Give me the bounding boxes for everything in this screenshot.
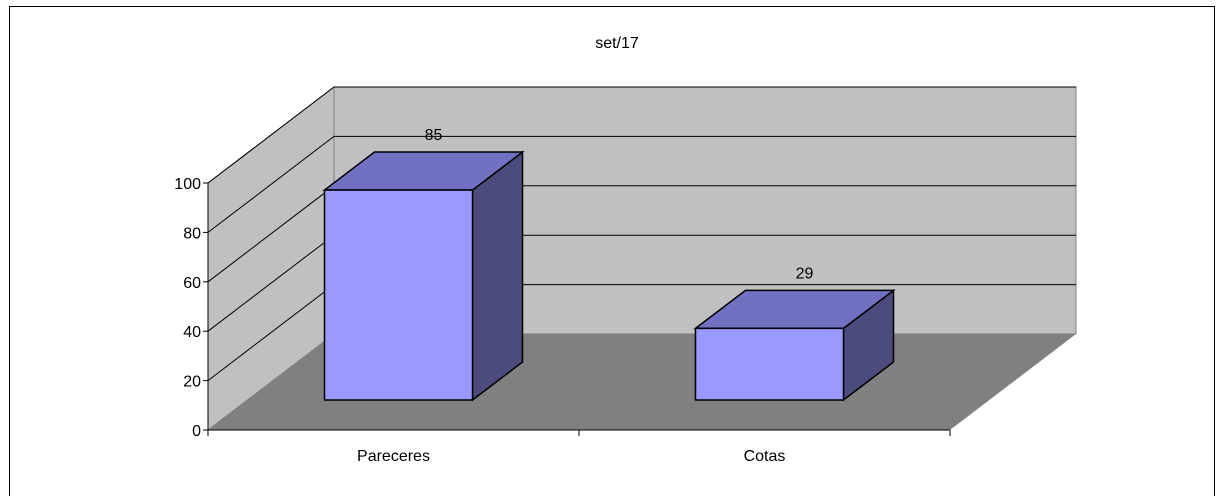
gridline: [207, 86, 1076, 184]
bar-cotas: [693, 288, 896, 402]
y-tick-label: 60: [183, 275, 201, 292]
y-tick-label: 0: [192, 423, 201, 440]
y-tick-label: 80: [183, 225, 201, 242]
y-tick-label: 20: [183, 374, 201, 391]
chart-title: set/17: [595, 35, 639, 52]
bar-front: [694, 327, 845, 401]
x-tick-label: Cotas: [744, 448, 786, 465]
axes: [203, 182, 951, 436]
bar-side: [471, 150, 524, 402]
gridline: [207, 135, 1076, 233]
y-tick-label: 100: [174, 176, 201, 193]
y-tick-label: 40: [183, 324, 201, 341]
bars: [322, 150, 896, 402]
bar-front: [323, 189, 474, 401]
labels: 0 20 40 60 80 100 85 Pareceres 29 Cotas: [174, 127, 813, 465]
x-tick-label: Pareceres: [357, 448, 430, 465]
data-label: 85: [425, 127, 443, 144]
data-label: 29: [796, 265, 814, 282]
bar-pareceres: [322, 150, 525, 402]
